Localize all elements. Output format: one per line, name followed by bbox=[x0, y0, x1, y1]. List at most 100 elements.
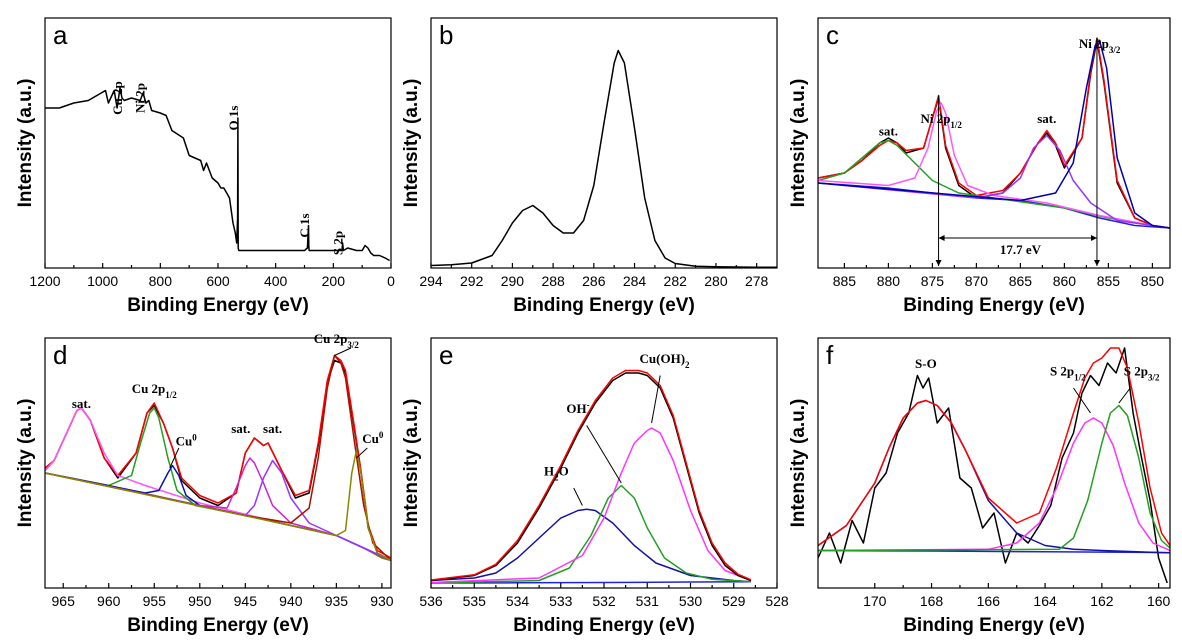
peak-annotation: 17.7 eV bbox=[1000, 242, 1042, 257]
x-tick-label: 288 bbox=[541, 273, 565, 289]
x-tick-label: 870 bbox=[965, 273, 989, 289]
series-group bbox=[818, 37, 1170, 229]
x-tick-label: 284 bbox=[623, 273, 647, 289]
x-tick-label: 885 bbox=[833, 273, 857, 289]
series-line bbox=[45, 354, 391, 562]
peak-annotation: sat. bbox=[72, 396, 91, 411]
y-axis-title: Intensity (a.u.) bbox=[401, 399, 422, 528]
x-tick-label: 855 bbox=[1097, 273, 1121, 289]
x-tick-label: 530 bbox=[679, 593, 703, 609]
series-line bbox=[45, 354, 391, 559]
chart-panel-c: 885 880 875 870 865 860 855 850 Binding Energy (… bbox=[788, 17, 1171, 316]
pointer-line bbox=[356, 447, 368, 459]
peak-annotation: Cu 2p bbox=[110, 81, 125, 115]
x-tick-label: 955 bbox=[143, 593, 167, 609]
x-tick-label: 965 bbox=[52, 593, 76, 609]
series-group bbox=[431, 49, 777, 268]
peak-annotation: sat. bbox=[1037, 111, 1056, 126]
peak-annotation: Ni 2p bbox=[132, 83, 147, 113]
series-line bbox=[431, 369, 752, 581]
peak-annotation: Ni 2p1/2 bbox=[920, 111, 962, 130]
pointer-line bbox=[1073, 387, 1091, 414]
peak-annotation: S 2p3/2 bbox=[1124, 364, 1160, 383]
series-group bbox=[818, 347, 1170, 584]
guide-arrowhead bbox=[935, 260, 942, 266]
plot-frame bbox=[430, 337, 778, 589]
peak-annotation: S 2p bbox=[331, 231, 346, 255]
series-line bbox=[818, 347, 1168, 584]
panel-letter: e bbox=[439, 340, 453, 370]
x-tick-label: 280 bbox=[704, 273, 728, 289]
x-tick-label: 865 bbox=[1009, 273, 1033, 289]
x-tick-label: 535 bbox=[463, 593, 487, 609]
x-tick-label: 880 bbox=[877, 273, 901, 289]
peak-annotation: OH- bbox=[566, 400, 589, 416]
series-line bbox=[431, 508, 752, 583]
x-tick-label: 945 bbox=[234, 593, 258, 609]
series-line bbox=[818, 39, 1170, 229]
panel-letter: f bbox=[826, 340, 834, 370]
peak-annotation: sat. bbox=[879, 124, 898, 139]
x-tick-label: 529 bbox=[722, 593, 746, 609]
panel-letter: b bbox=[439, 20, 453, 50]
series-line bbox=[45, 457, 391, 562]
peak-annotation: sat. bbox=[231, 421, 250, 436]
y-axis-title: Intensity (a.u.) bbox=[788, 399, 809, 528]
peak-annotation: Cu(OH)2 bbox=[640, 351, 691, 370]
x-tick-label: 162 bbox=[1090, 593, 1114, 609]
series-group bbox=[45, 87, 390, 262]
x-axis-title: Binding Energy (eV) bbox=[127, 295, 309, 316]
x-tick-label: 534 bbox=[506, 593, 530, 609]
plot-frame bbox=[44, 337, 392, 589]
x-tick-label: 290 bbox=[501, 273, 525, 289]
y-axis-title: Intensity (a.u.) bbox=[788, 79, 809, 208]
peak-annotation: O 1s bbox=[226, 106, 241, 131]
series-line bbox=[818, 404, 1170, 552]
x-tick-label: 400 bbox=[264, 273, 288, 289]
series-line bbox=[45, 449, 391, 562]
x-tick-label: 160 bbox=[1147, 593, 1171, 609]
panel-letter: a bbox=[53, 20, 68, 50]
x-tick-label: 533 bbox=[549, 593, 573, 609]
guide-arrowhead bbox=[1093, 260, 1100, 266]
series-line bbox=[431, 484, 752, 584]
x-axis-title: Binding Energy (eV) bbox=[513, 615, 695, 636]
x-tick-label: 600 bbox=[206, 273, 230, 289]
x-axis-title: Binding Energy (eV) bbox=[903, 295, 1085, 316]
peak-annotation: S-O bbox=[915, 356, 937, 371]
chart-panel-d: 965 960 955 950 945 940 935 930 Binding Energy (… bbox=[15, 331, 394, 636]
peak-annotation: Ni 2p3/2 bbox=[1079, 36, 1121, 55]
series-group bbox=[45, 354, 391, 562]
series-line bbox=[818, 102, 1170, 229]
pointer-line bbox=[169, 447, 180, 469]
peak-annotation: C 1s bbox=[297, 213, 312, 237]
x-tick-label: 168 bbox=[920, 593, 944, 609]
x-tick-label: 278 bbox=[745, 273, 769, 289]
series-line bbox=[818, 399, 1170, 554]
pointer-line bbox=[651, 375, 661, 424]
x-tick-label: 282 bbox=[664, 273, 688, 289]
plot-frame bbox=[817, 337, 1171, 589]
x-tick-label: 532 bbox=[592, 593, 616, 609]
x-tick-label: 930 bbox=[370, 593, 394, 609]
x-tick-label: 164 bbox=[1033, 593, 1057, 609]
peak-annotation: Cu0 bbox=[362, 430, 384, 446]
x-tick-label: 940 bbox=[279, 593, 303, 609]
panel-letter: d bbox=[53, 340, 67, 370]
x-tick-label: 286 bbox=[582, 273, 606, 289]
x-tick-label: 800 bbox=[149, 273, 173, 289]
x-tick-label: 1000 bbox=[87, 273, 118, 289]
peak-annotation: Cu 2p3/2 bbox=[314, 331, 360, 350]
x-axis-title: Binding Energy (eV) bbox=[513, 295, 695, 316]
peak-annotation: sat. bbox=[263, 421, 282, 436]
series-line bbox=[45, 359, 391, 562]
series-line bbox=[818, 39, 1170, 229]
x-tick-label: 960 bbox=[97, 593, 121, 609]
series-line bbox=[45, 472, 391, 562]
pointer-line bbox=[334, 347, 352, 356]
x-axis-title: Binding Energy (eV) bbox=[903, 615, 1085, 636]
x-tick-label: 935 bbox=[325, 593, 349, 609]
x-tick-label: 166 bbox=[977, 593, 1001, 609]
series-line bbox=[818, 347, 1170, 547]
